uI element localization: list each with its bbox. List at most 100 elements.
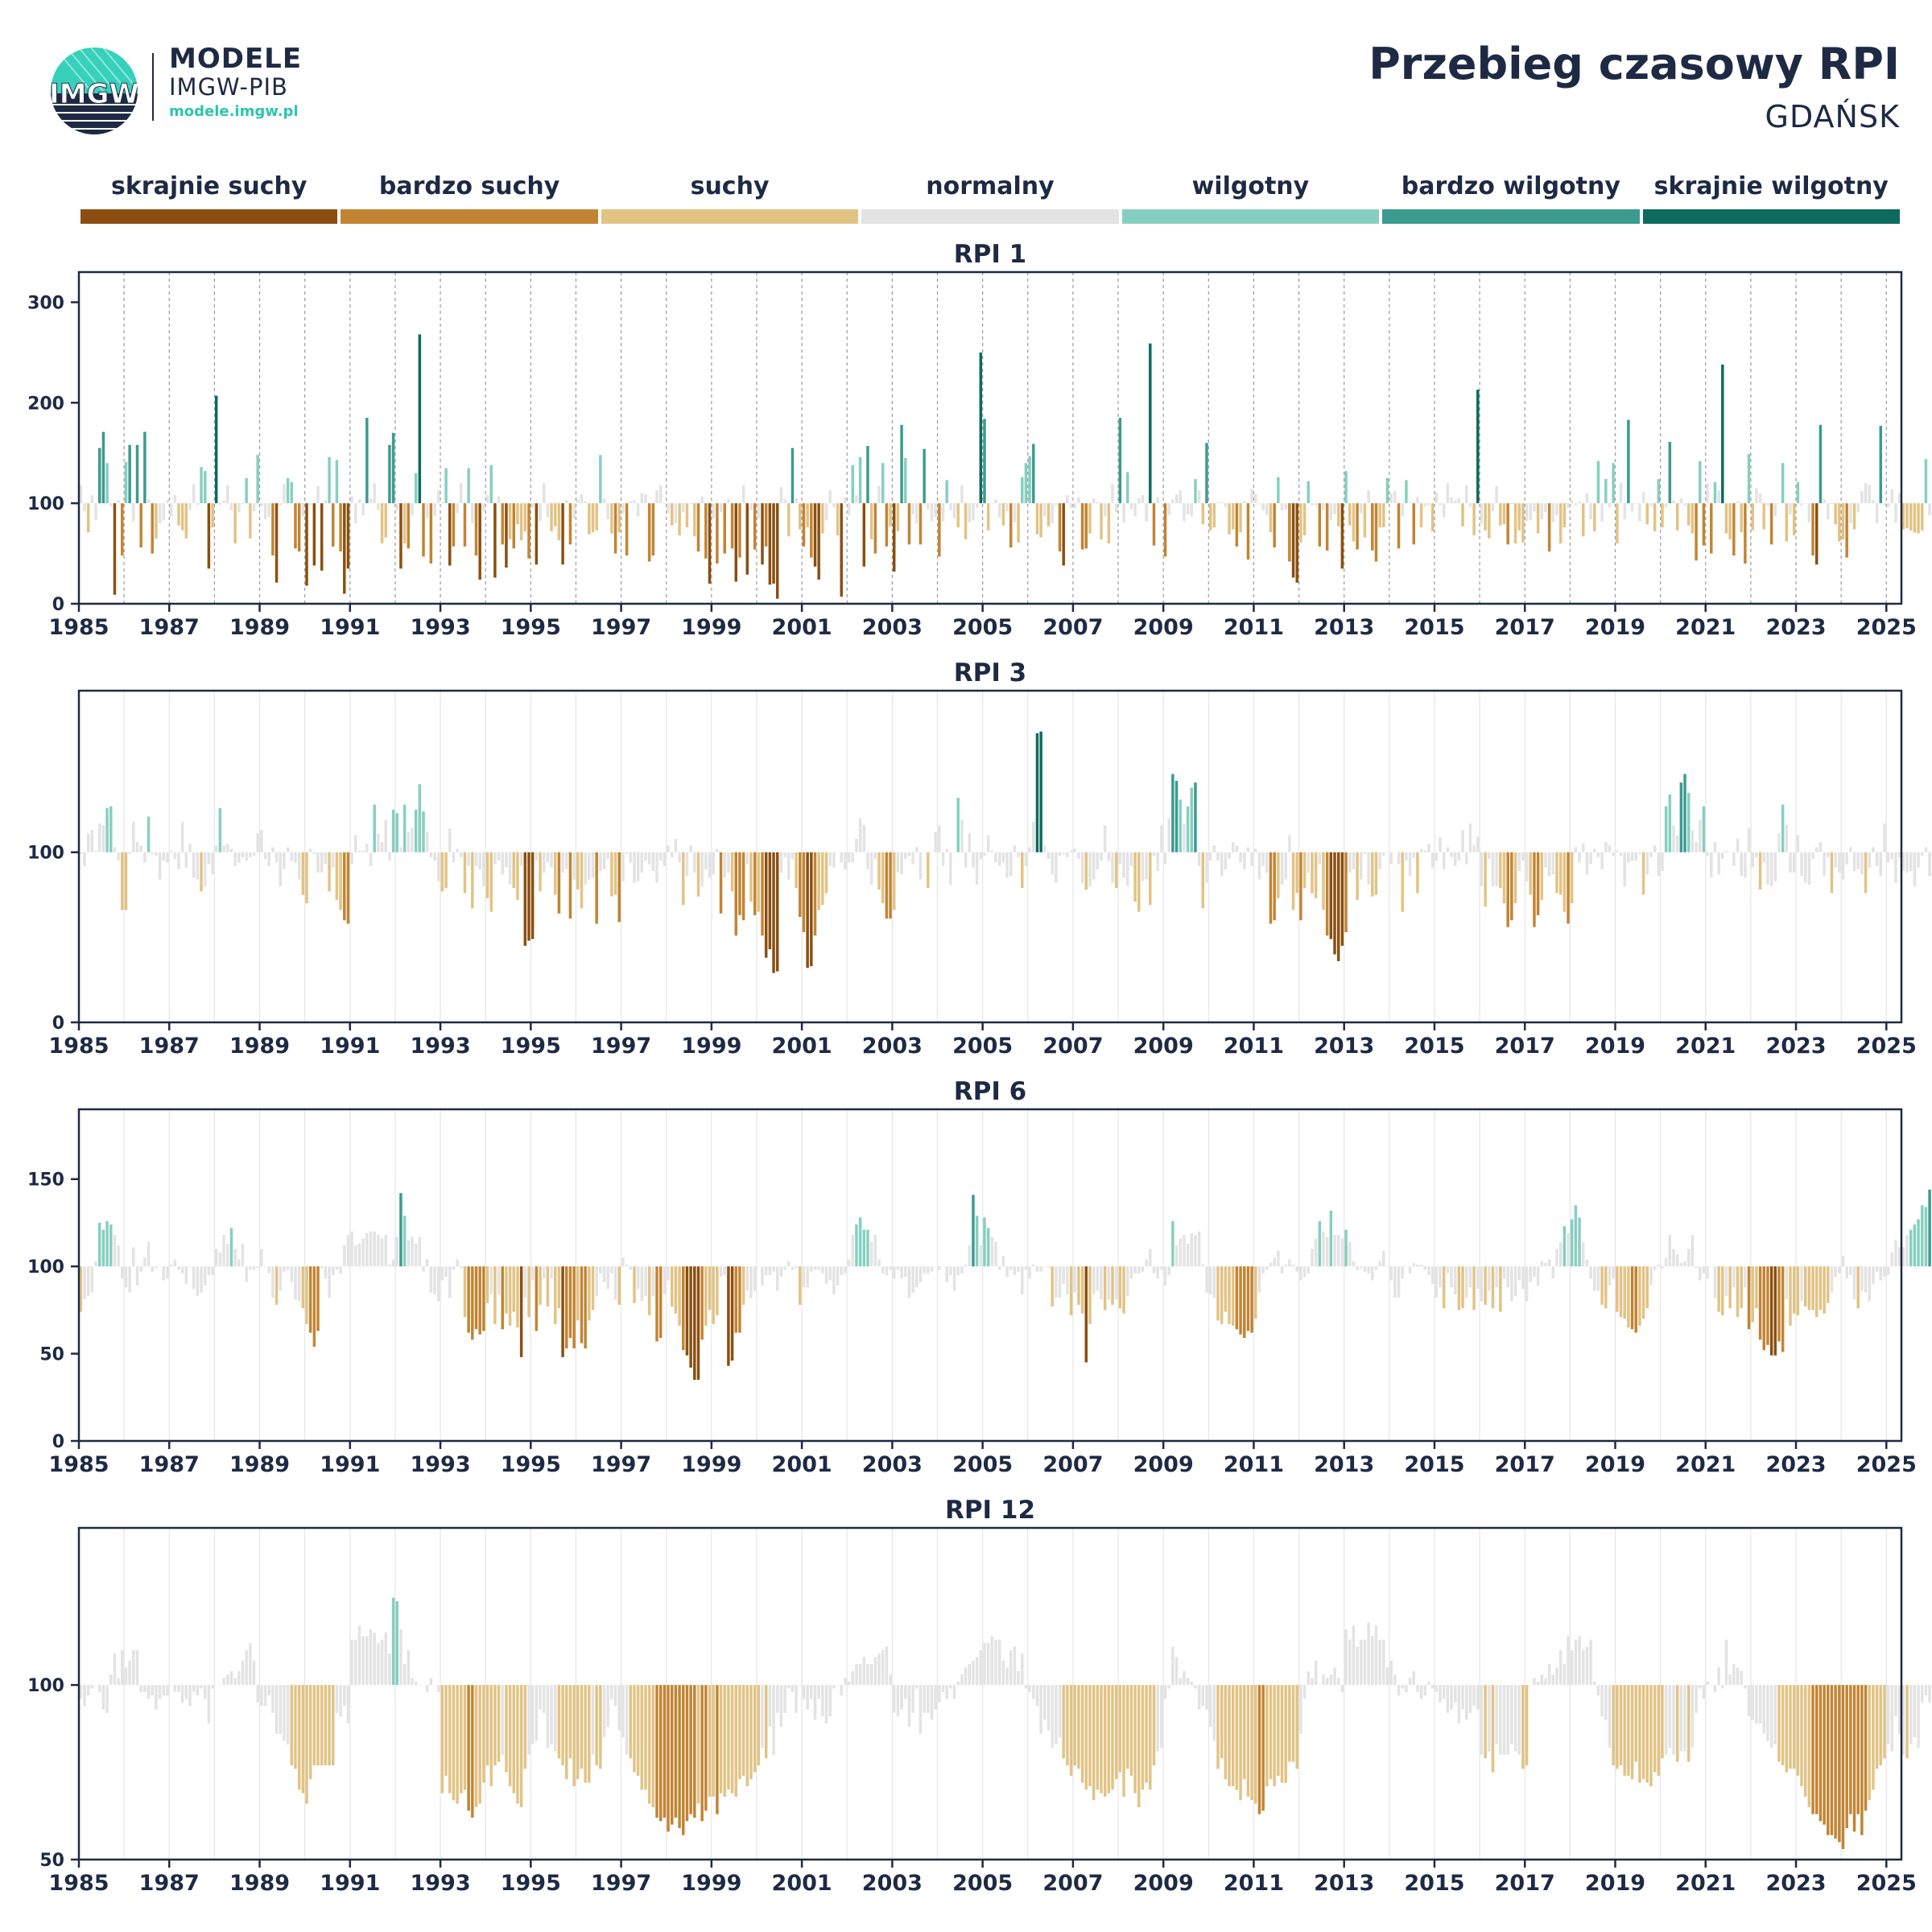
bar: [1547, 1664, 1551, 1686]
bar: [1224, 503, 1228, 508]
bar: [399, 1193, 402, 1267]
bar: [930, 1685, 934, 1720]
bar: [1273, 1685, 1276, 1786]
bar: [530, 503, 535, 508]
bar: [452, 1685, 456, 1801]
bar: [1664, 503, 1668, 508]
bar: [1122, 852, 1125, 878]
bar: [196, 503, 200, 506]
bar: [1702, 1685, 1706, 1699]
bar: [1114, 1685, 1118, 1780]
bar: [1208, 852, 1212, 861]
bar: [1149, 852, 1152, 906]
bar: [997, 1266, 1001, 1270]
bar: [1284, 503, 1287, 510]
bar: [1114, 503, 1118, 513]
bar: [1208, 1266, 1212, 1294]
bar: [881, 1649, 885, 1686]
x-tick-label: 2005: [952, 1034, 1013, 1059]
bar: [1295, 503, 1298, 583]
bar: [388, 1264, 391, 1267]
bar: [990, 850, 994, 852]
bar: [550, 503, 553, 532]
bar: [1612, 1685, 1615, 1765]
bar: [1785, 824, 1789, 852]
bar: [79, 852, 83, 854]
x-tick-label: 2021: [1675, 615, 1736, 640]
bar: [613, 1266, 617, 1300]
bar: [422, 1266, 425, 1272]
bar: [1220, 502, 1224, 504]
bar: [1174, 1245, 1179, 1267]
bar: [211, 503, 214, 528]
bar: [810, 852, 813, 967]
bar: [166, 1685, 169, 1696]
bar: [83, 1266, 86, 1300]
bar: [1905, 1235, 1909, 1267]
x-tick-label: 1987: [139, 615, 200, 640]
bar: [308, 503, 312, 506]
bar: [1796, 1266, 1800, 1315]
bar: [1001, 1256, 1005, 1267]
bar: [1827, 852, 1830, 858]
bar: [245, 477, 248, 504]
bar: [527, 1266, 530, 1318]
bar: [1917, 503, 1920, 534]
bar: [539, 1266, 542, 1305]
bar: [1017, 1670, 1020, 1686]
bar: [380, 503, 384, 544]
bar: [155, 1266, 158, 1269]
bar: [271, 847, 275, 852]
bar: [1747, 828, 1751, 852]
bar: [117, 852, 120, 861]
x-tick-label: 2007: [1042, 1034, 1103, 1059]
bar: [1446, 1685, 1450, 1713]
bar: [173, 1685, 177, 1692]
bar: [1397, 852, 1401, 865]
bar: [1464, 1266, 1468, 1298]
bar: [745, 852, 749, 865]
bar: [271, 1685, 275, 1713]
bar: [1710, 1266, 1713, 1267]
bar: [508, 852, 512, 885]
bar: [1235, 1685, 1239, 1790]
bar: [101, 431, 105, 504]
bar: [708, 1685, 712, 1797]
bar: [1762, 1685, 1766, 1734]
bar: [900, 424, 903, 504]
bar: [117, 500, 120, 504]
bar: [1363, 503, 1367, 538]
bar: [696, 1685, 700, 1804]
bar: [787, 852, 791, 880]
bar: [761, 1266, 764, 1286]
bar: [158, 1685, 162, 1699]
bar: [1868, 1685, 1871, 1801]
x-tick-label: 2015: [1404, 1871, 1464, 1896]
bar: [1186, 1678, 1190, 1686]
bar: [1228, 503, 1231, 535]
bar: [930, 503, 934, 522]
bar: [1792, 852, 1796, 873]
title-block: Przebieg czasowy RPI GDAŃSK: [1368, 40, 1900, 135]
bar: [1152, 852, 1156, 856]
bar: [810, 1266, 813, 1272]
bar: [1563, 1664, 1567, 1686]
bar: [388, 444, 391, 504]
bar: [1141, 1685, 1145, 1790]
bar: [1627, 1685, 1630, 1776]
bar: [512, 503, 516, 549]
bar: [1069, 1685, 1073, 1776]
bar: [1619, 1266, 1623, 1318]
bar: [1913, 1224, 1917, 1267]
brand-url[interactable]: modele.imgw.pl: [169, 103, 299, 120]
bar: [1051, 1685, 1054, 1748]
bar: [245, 1649, 248, 1686]
bar: [678, 852, 681, 863]
bar: [1442, 503, 1446, 518]
x-tick-label: 1985: [48, 1034, 109, 1059]
bar: [233, 503, 237, 544]
bar: [414, 1681, 418, 1686]
bar: [1909, 1685, 1913, 1744]
bar: [568, 503, 572, 545]
